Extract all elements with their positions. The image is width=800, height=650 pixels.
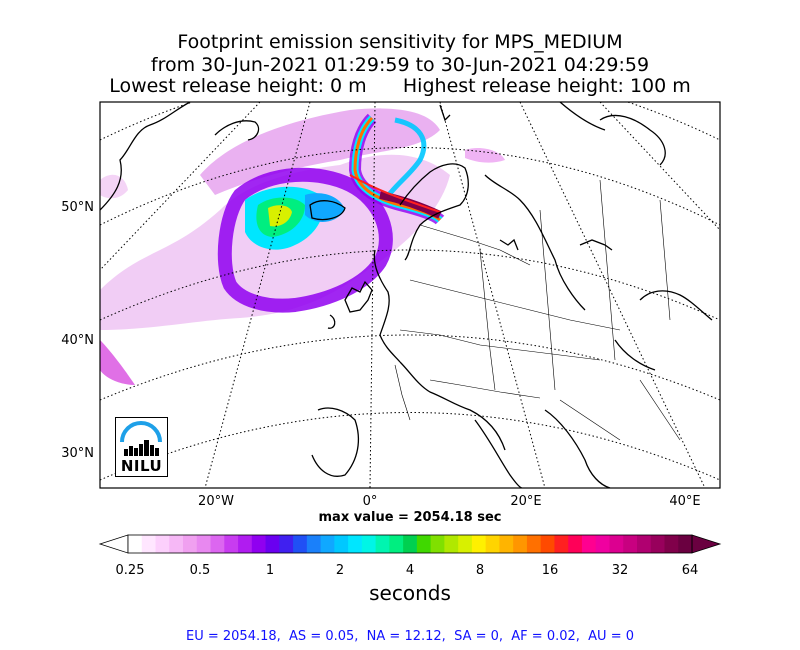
colorbar-segment bbox=[526, 535, 542, 553]
colorbar-tick-label: 2 bbox=[335, 563, 345, 578]
colorbar-segment bbox=[320, 535, 335, 553]
colorbar-segment bbox=[155, 535, 170, 553]
colorbar-border bbox=[127, 534, 693, 554]
colorbar-tick-label: 32 bbox=[611, 563, 629, 578]
colorbar-tick-label: 64 bbox=[681, 563, 699, 578]
colorbar-segment bbox=[416, 535, 432, 553]
colorbar-segment bbox=[334, 535, 349, 553]
colorbar-segment bbox=[568, 535, 583, 553]
colorbar-extend-low bbox=[98, 534, 129, 554]
map-frame bbox=[99, 101, 721, 489]
title-line-3: Lowest release height: 0 m Highest relea… bbox=[109, 75, 691, 97]
colorbar-segment bbox=[430, 535, 445, 553]
lon-label-0: 0° bbox=[362, 494, 378, 509]
colorbar-segment bbox=[306, 535, 322, 553]
colorbar-segment bbox=[595, 535, 610, 553]
colorbar-segment bbox=[664, 535, 679, 553]
region-totals-footer: EU = 2054.18, AS = 0.05, NA = 12.12, SA … bbox=[186, 629, 634, 644]
lon-label-20e: 20°E bbox=[510, 494, 542, 509]
colorbar-tick-label: 0.25 bbox=[115, 563, 145, 578]
colorbar bbox=[98, 534, 722, 554]
colorbar-segment bbox=[513, 535, 528, 553]
coastlines bbox=[100, 102, 713, 488]
colorbar-segment bbox=[265, 535, 280, 553]
colorbar-segment bbox=[444, 535, 459, 553]
max-value-label: max value = 2054.18 sec bbox=[318, 510, 502, 525]
colorbar-segment bbox=[224, 535, 239, 553]
colorbar-segment bbox=[279, 535, 294, 553]
title-line-2: from 30-Jun-2021 01:29:59 to 30-Jun-2021… bbox=[150, 54, 650, 76]
colorbar-segment bbox=[183, 535, 198, 553]
colorbar-segment bbox=[210, 535, 225, 553]
colorbar-segment bbox=[169, 535, 184, 553]
colorbar-segment bbox=[499, 535, 514, 553]
colorbar-segment bbox=[403, 535, 418, 553]
colorbar-segment bbox=[196, 535, 212, 553]
colorbar-label: seconds bbox=[369, 581, 451, 605]
colorbar-segment bbox=[623, 535, 638, 553]
lat-label-40n: 40°N bbox=[61, 333, 94, 348]
colorbar-segment bbox=[554, 535, 569, 553]
lon-label-40e: 40°E bbox=[669, 494, 701, 509]
colorbar-segment bbox=[650, 535, 665, 553]
nilu-logo-text: NILU bbox=[120, 457, 163, 475]
colorbar-segment bbox=[141, 535, 157, 553]
colorbar-segment bbox=[636, 535, 652, 553]
colorbar-tick-label: 1 bbox=[265, 563, 275, 578]
colorbar-segment bbox=[471, 535, 487, 553]
colorbar-segment bbox=[128, 535, 143, 553]
colorbar-tick-label: 8 bbox=[475, 563, 485, 578]
colorbar-segment bbox=[348, 535, 363, 553]
colorbar-segment bbox=[375, 535, 390, 553]
country-borders bbox=[394, 179, 681, 441]
colorbar-segment bbox=[581, 535, 597, 553]
colorbar-segment bbox=[238, 535, 253, 553]
lat-label-50n: 50°N bbox=[61, 200, 94, 215]
colorbar-segment bbox=[485, 535, 500, 553]
colorbar-tick-label: 4 bbox=[405, 563, 415, 578]
colorbar-tick-label: 16 bbox=[541, 563, 559, 578]
nilu-logo: NILU bbox=[115, 417, 168, 477]
lon-label-20w: 20°W bbox=[198, 494, 234, 509]
lat-label-30n: 30°N bbox=[61, 446, 94, 461]
colorbar-segment bbox=[678, 535, 693, 553]
footprint-plume bbox=[100, 108, 505, 385]
colorbar-segment bbox=[389, 535, 404, 553]
colorbar-segment bbox=[609, 535, 624, 553]
colorbar-tick-label: 0.5 bbox=[189, 563, 211, 578]
colorbar-segment bbox=[251, 535, 267, 553]
colorbar-segment bbox=[361, 535, 377, 553]
colorbar-segment bbox=[293, 535, 308, 553]
title-line-1: Footprint emission sensitivity for MPS_M… bbox=[177, 31, 623, 53]
colorbar-segment bbox=[540, 535, 555, 553]
colorbar-segment bbox=[458, 535, 473, 553]
nilu-logo-icon bbox=[120, 421, 162, 456]
colorbar-extend-high bbox=[691, 534, 722, 554]
